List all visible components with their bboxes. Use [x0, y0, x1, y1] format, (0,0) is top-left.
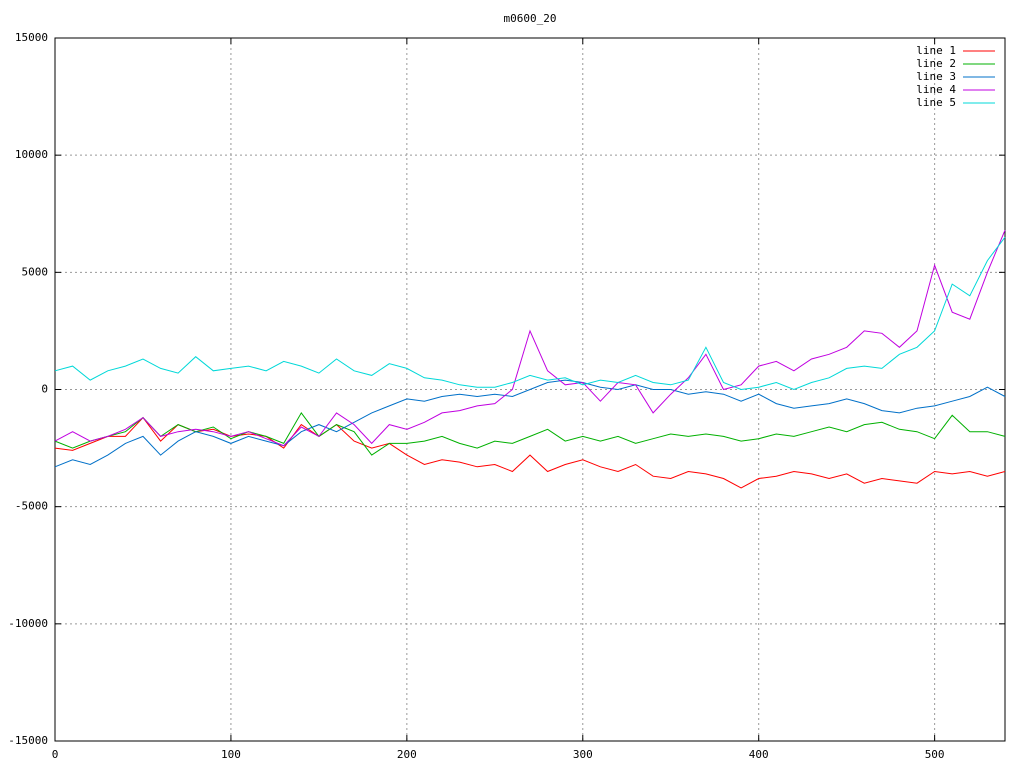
chart-title: m0600_20	[504, 12, 557, 25]
y-tick-label: 0	[41, 383, 48, 396]
x-tick-label: 0	[52, 748, 59, 761]
y-tick-label: 10000	[15, 148, 48, 161]
x-tick-label: 500	[925, 748, 945, 761]
y-tick-label: -15000	[8, 734, 48, 747]
legend-label: line 2	[916, 57, 956, 70]
data-line	[54, 411, 1006, 456]
y-tick-label: 15000	[15, 31, 48, 44]
data-line	[54, 379, 1006, 468]
y-tick-label: -5000	[15, 500, 48, 513]
plot-frame	[54, 37, 1006, 742]
legend-label: line 1	[916, 44, 956, 57]
legend-label: line 5	[916, 96, 956, 109]
x-tick-label: 200	[397, 748, 417, 761]
x-tick-label: 400	[749, 748, 769, 761]
data-line	[54, 230, 1006, 447]
x-tick-label: 100	[221, 748, 241, 761]
legend-label: line 4	[916, 83, 956, 96]
y-tick-label: -10000	[8, 617, 48, 630]
data-line	[54, 236, 1006, 391]
data-line	[54, 416, 1006, 489]
legend-label: line 3	[916, 70, 956, 83]
x-tick-label: 300	[573, 748, 593, 761]
y-tick-label: 5000	[22, 265, 49, 278]
